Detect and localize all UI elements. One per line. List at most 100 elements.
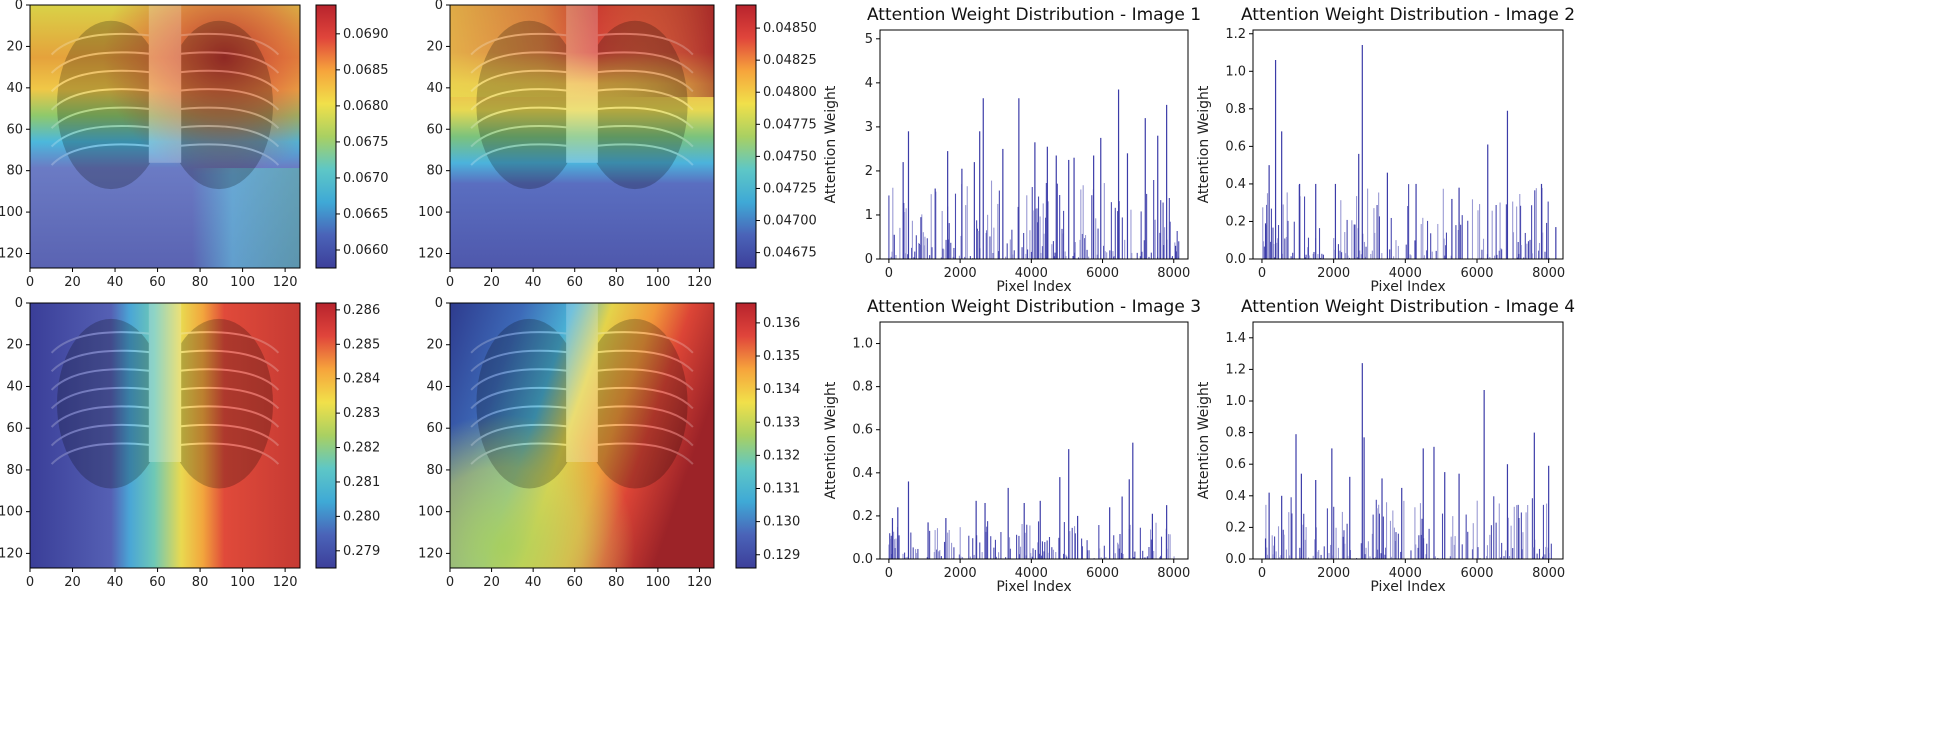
rib-left: [470, 386, 579, 410]
y-tick-label: 20: [426, 39, 443, 54]
y-tick-label: 80: [426, 463, 443, 478]
x-tick-label: 6000: [1460, 566, 1493, 581]
y-tick-label: 3: [865, 120, 873, 135]
rib-left: [470, 349, 579, 373]
y-tick-label: 0.4: [852, 466, 873, 481]
x-tick-label: 120: [273, 275, 298, 290]
x-tick-label: 0: [26, 275, 34, 290]
colorbar-tick-label: 0.134: [763, 382, 800, 397]
y-tick-label: 0.4: [1225, 489, 1246, 504]
rib-right: [585, 386, 694, 410]
y-axis-label: Attention Weight: [823, 381, 839, 499]
y-tick-label: 1.0: [1225, 394, 1246, 409]
rib-right: [168, 88, 280, 111]
y-tick-label: 0: [15, 296, 23, 311]
x-tick-label: 6000: [1086, 266, 1119, 281]
rib-right: [585, 124, 694, 148]
y-tick-label: 0.0: [1225, 552, 1246, 567]
rib-right: [168, 442, 280, 465]
rib-left: [50, 51, 162, 74]
x-tick-label: 8000: [1157, 566, 1190, 581]
rib-right: [585, 88, 694, 111]
y-tick-label: 2: [865, 164, 873, 179]
colorbar-tick-label: 0.0675: [343, 135, 389, 150]
y-tick-label: 60: [426, 122, 443, 137]
rib-right: [168, 32, 280, 56]
colorbar-tick-label: 0.280: [343, 509, 380, 524]
colorbar-1: [315, 4, 337, 269]
colorbar-tick-label: 0.282: [343, 441, 380, 456]
right-lung-shape: [165, 318, 273, 489]
x-tick-label: 60: [566, 575, 583, 590]
rib-right: [168, 368, 280, 391]
rib-left: [50, 331, 162, 354]
y-tick-label: 1.0: [852, 337, 873, 352]
x-tick-label: 4000: [1389, 566, 1422, 581]
x-tick-label: 40: [107, 275, 124, 290]
rib-right: [168, 423, 280, 447]
y-tick-label: 0.6: [1225, 139, 1246, 154]
y-tick-label: 1: [865, 208, 873, 223]
colorbar-tick-label: 0.286: [343, 303, 380, 318]
left-lung-shape: [57, 318, 165, 489]
x-axis-label: Pixel Index: [996, 279, 1071, 295]
plot-1-bars: [888, 89, 1180, 259]
colorbar-tick-label: 0.283: [343, 406, 380, 421]
y-tick-label: 60: [6, 122, 23, 137]
heatmap-4-frame: [449, 302, 715, 569]
colorbar-tick-label: 0.284: [343, 372, 380, 387]
y-axis-label: Attention Weight: [823, 85, 839, 203]
y-tick-label: 0: [865, 252, 873, 267]
rib-left: [50, 405, 162, 428]
rib-right: [168, 386, 280, 410]
rib-right: [168, 106, 280, 129]
plot-4-bars: [1263, 363, 1552, 559]
x-tick-label: 6000: [1460, 266, 1493, 281]
plot-4-frame: [1252, 321, 1564, 560]
x-tick-label: 40: [525, 275, 542, 290]
y-tick-label: 60: [6, 421, 23, 436]
x-tick-label: 8000: [1532, 566, 1565, 581]
rib-left: [470, 32, 579, 56]
y-tick-label: 20: [426, 338, 443, 353]
y-tick-label: 0.8: [1225, 102, 1246, 117]
rib-right: [585, 32, 694, 56]
colorbar-tick-label: 0.04725: [763, 181, 817, 196]
x-tick-label: 0: [446, 275, 454, 290]
colorbar-tick-label: 0.133: [763, 415, 800, 430]
rib-left: [50, 124, 162, 148]
y-tick-label: 0.2: [1225, 214, 1246, 229]
y-tick-label: 40: [6, 379, 23, 394]
y-tick-label: 120: [418, 247, 443, 262]
rib-right: [168, 349, 280, 373]
rib-left: [50, 69, 162, 93]
x-tick-label: 0: [885, 566, 893, 581]
y-tick-label: 0.6: [852, 423, 873, 438]
rib-right: [585, 331, 694, 354]
y-tick-label: 0: [15, 0, 23, 13]
rib-left: [470, 88, 579, 111]
y-tick-label: 1.4: [1225, 331, 1246, 346]
x-tick-label: 80: [192, 275, 209, 290]
y-tick-label: 120: [418, 546, 443, 561]
x-tick-label: 100: [230, 275, 255, 290]
x-tick-label: 0: [1258, 266, 1266, 281]
x-tick-label: 0: [1258, 566, 1266, 581]
rib-right: [585, 106, 694, 129]
y-tick-label: 120: [0, 247, 23, 262]
x-tick-label: 6000: [1086, 566, 1119, 581]
y-tick-label: 1.2: [1225, 362, 1246, 377]
colorbar-tick-label: 0.04750: [763, 149, 817, 164]
colorbar-tick-label: 0.136: [763, 316, 800, 331]
x-tick-label: 100: [230, 575, 255, 590]
colorbar-tick-label: 0.04775: [763, 117, 817, 132]
colorbar-tick-label: 0.0680: [343, 99, 389, 114]
right-lung-shape: [165, 20, 273, 190]
colorbar-2: [735, 4, 757, 269]
x-tick-label: 4000: [1389, 266, 1422, 281]
x-tick-label: 2000: [1317, 266, 1350, 281]
colorbar-tick-label: 0.0685: [343, 63, 389, 78]
x-tick-label: 60: [566, 275, 583, 290]
x-tick-label: 40: [525, 575, 542, 590]
